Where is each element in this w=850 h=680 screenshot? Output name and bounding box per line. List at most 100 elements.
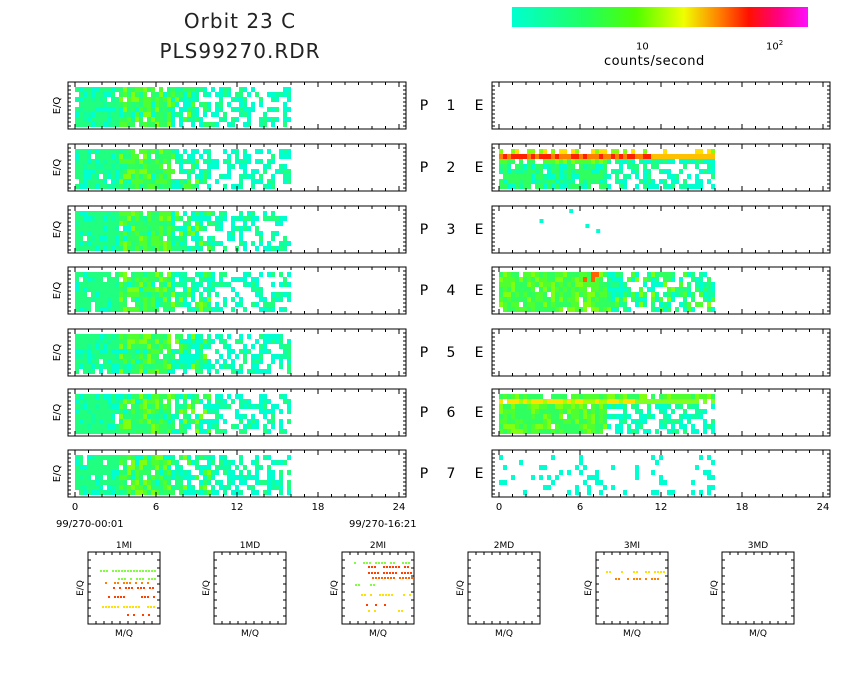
heatmap-cell xyxy=(151,102,155,107)
mini-point xyxy=(393,577,395,579)
heatmap-cell xyxy=(119,424,123,429)
heatmap-cell xyxy=(215,369,219,374)
panel-side-e: E xyxy=(475,466,484,482)
heatmap-cell xyxy=(219,272,223,277)
mini-point xyxy=(142,614,144,616)
heatmap-cell xyxy=(499,149,503,154)
heatmap-cell xyxy=(87,102,91,107)
heatmap-cell xyxy=(103,394,107,399)
heatmap-cell xyxy=(191,246,195,251)
heatmap-cell xyxy=(527,409,531,414)
heatmap-cell xyxy=(107,107,111,112)
heatmap-cell xyxy=(99,297,103,302)
heatmap-cell xyxy=(115,307,119,312)
heatmap-cell xyxy=(631,154,635,159)
heatmap-cell xyxy=(199,117,203,122)
heatmap-cell xyxy=(191,216,195,221)
heatmap-cell xyxy=(151,465,155,470)
heatmap-cell xyxy=(559,404,563,409)
heatmap-cell xyxy=(507,429,511,434)
heatmap-cell xyxy=(571,429,575,434)
heatmap-cell xyxy=(599,302,603,307)
heatmap-cell xyxy=(79,216,83,221)
heatmap-cell xyxy=(207,344,211,349)
heatmap-cell xyxy=(531,292,535,297)
heatmap-cell xyxy=(163,112,167,117)
heatmap-cell xyxy=(115,490,119,495)
heatmap-cell xyxy=(499,429,503,434)
heatmap-cell xyxy=(203,394,207,399)
heatmap-cell xyxy=(195,179,199,184)
heatmap-cell xyxy=(619,419,623,424)
heatmap-cell xyxy=(79,122,83,127)
heatmap-cell xyxy=(243,174,247,179)
heatmap-cell xyxy=(87,485,91,490)
heatmap-cell xyxy=(143,334,147,339)
mini-point xyxy=(654,578,656,580)
heatmap-cell xyxy=(255,480,259,485)
heatmap-cell xyxy=(515,429,519,434)
mini-point xyxy=(389,566,391,568)
heatmap-cell xyxy=(507,272,511,277)
heatmap-cell xyxy=(591,277,595,282)
heatmap-cell xyxy=(143,399,147,404)
heatmap-cell xyxy=(135,282,139,287)
mini-point xyxy=(378,562,380,564)
heatmap-cell xyxy=(111,246,115,251)
heatmap-cell xyxy=(143,159,147,164)
heatmap-cell xyxy=(255,369,259,374)
mini-point xyxy=(148,614,150,616)
heatmap-cell xyxy=(159,359,163,364)
heatmap-cell xyxy=(639,414,643,419)
heatmap-cell xyxy=(239,159,243,164)
heatmap-cell xyxy=(131,216,135,221)
heatmap-cell xyxy=(599,272,603,277)
heatmap-cell xyxy=(107,364,111,369)
heatmap-cell xyxy=(199,364,203,369)
heatmap-cell xyxy=(263,302,267,307)
heatmap-cell xyxy=(539,404,543,409)
heatmap-cell xyxy=(555,297,559,302)
heatmap-cell xyxy=(183,399,187,404)
heatmap-cell xyxy=(91,470,95,475)
heatmap-cell xyxy=(135,87,139,92)
heatmap-cell xyxy=(571,159,575,164)
heatmap-cell xyxy=(643,159,647,164)
heatmap-cell xyxy=(191,211,195,216)
heatmap-cell xyxy=(243,272,247,277)
heatmap-cell xyxy=(271,359,275,364)
heatmap-cell xyxy=(107,216,111,221)
heatmap-cell xyxy=(195,226,199,231)
heatmap-cell xyxy=(87,164,91,169)
heatmap-cell xyxy=(119,92,123,97)
heatmap-cell xyxy=(143,107,147,112)
heatmap-cell xyxy=(651,297,655,302)
heatmap-cell xyxy=(615,287,619,292)
heatmap-cell xyxy=(263,169,267,174)
heatmap-cell xyxy=(639,159,643,164)
heatmap-cell xyxy=(139,97,143,102)
heatmap-cell xyxy=(199,169,203,174)
heatmap-cell xyxy=(87,414,91,419)
heatmap-cell xyxy=(539,149,543,154)
heatmap-cell xyxy=(91,169,95,174)
heatmap-cell xyxy=(683,302,687,307)
heatmap-cell xyxy=(155,302,159,307)
heatmap-cell xyxy=(127,277,131,282)
heatmap-cell xyxy=(95,149,99,154)
x-tick-label: 6 xyxy=(153,502,159,513)
heatmap-cell xyxy=(139,465,143,470)
heatmap-cell xyxy=(511,399,515,404)
heatmap-cell xyxy=(619,287,623,292)
heatmap-cell xyxy=(139,159,143,164)
mini-plot-title: 1MI xyxy=(116,541,132,551)
mini-point xyxy=(115,570,117,572)
heatmap-cell xyxy=(687,159,691,164)
heatmap-cell xyxy=(547,164,551,169)
heatmap-cell xyxy=(111,102,115,107)
heatmap-cell xyxy=(607,302,611,307)
panel-side-e: E xyxy=(475,283,484,299)
heatmap-cell xyxy=(655,429,659,434)
heatmap-cell xyxy=(691,277,695,282)
heatmap-cell xyxy=(515,164,519,169)
